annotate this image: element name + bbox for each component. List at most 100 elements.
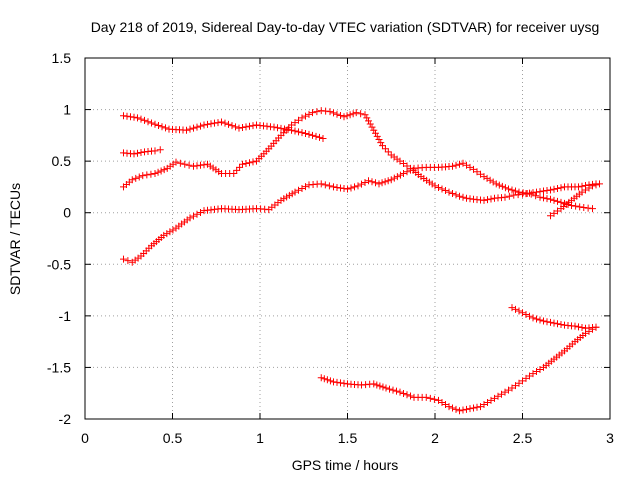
track-c-point (233, 166, 241, 174)
track-g-point (508, 304, 516, 312)
track-c-point (501, 193, 509, 201)
track-a-point (319, 134, 327, 142)
track-d-point (396, 171, 404, 179)
track-d-point (384, 177, 392, 185)
track-c-point (185, 161, 193, 169)
track-d-point (351, 183, 358, 191)
track-d-point (197, 208, 204, 216)
track-g-point (543, 318, 551, 326)
track-f-point (396, 388, 404, 396)
track-d-point (584, 204, 592, 212)
track-d-point (515, 188, 523, 196)
track-a-point (123, 112, 131, 120)
track-c-point (197, 161, 204, 169)
track-c-point (575, 183, 582, 191)
track-c-point (505, 192, 513, 200)
track-c-point (540, 187, 547, 195)
track-c-point (445, 188, 453, 196)
track-b-point (156, 146, 164, 154)
x-tick-label: 1 (256, 430, 264, 446)
track-a-point (183, 126, 190, 134)
track-c-point (466, 195, 474, 203)
track-c-point (190, 162, 197, 170)
track-a-point (239, 124, 246, 132)
track-c-point (317, 107, 325, 115)
track-a-point (197, 122, 204, 130)
track-d-point (169, 226, 177, 234)
track-a-point (305, 130, 313, 138)
track-c-point (176, 159, 184, 167)
track-f-point (379, 383, 387, 391)
track-f-point (449, 404, 456, 412)
track-a-point (302, 130, 309, 138)
track-c-point (151, 170, 159, 178)
track-g-point (592, 323, 600, 331)
track-f-point (456, 407, 463, 415)
track-a-point (144, 118, 152, 126)
track-f-point (463, 405, 470, 413)
track-d-point (160, 231, 168, 239)
track-d-point (512, 187, 519, 195)
track-d-point (554, 197, 561, 205)
track-a-point (235, 124, 243, 132)
y-tick-label: -1.5 (47, 359, 71, 375)
track-f-point (459, 406, 467, 414)
track-c-point (147, 170, 155, 178)
track-a-point (281, 125, 288, 133)
track-c-point (337, 112, 344, 120)
track-c-point (452, 191, 460, 199)
track-d-point (361, 178, 369, 186)
track-a-point (298, 129, 306, 137)
track-d-point (519, 189, 527, 197)
track-d-point (321, 181, 329, 189)
track-c-point (298, 114, 306, 122)
track-a-point (232, 123, 239, 131)
track-b-point (137, 149, 145, 157)
track-d-point (317, 180, 325, 188)
track-a-point (127, 113, 134, 121)
track-e-point (589, 182, 596, 190)
track-d-point (527, 190, 535, 198)
track-f-point (400, 389, 407, 397)
axis-ticks (84, 57, 611, 420)
track-c-point (154, 168, 162, 176)
track-a-point (158, 123, 166, 131)
track-a-point (295, 128, 302, 136)
track-g-point (519, 309, 526, 317)
track-c-point (326, 108, 334, 116)
track-d-point (557, 198, 565, 206)
track-c-point (135, 173, 143, 181)
track-a-point (151, 120, 159, 128)
track-c-point (578, 182, 586, 190)
track-c-point (366, 120, 374, 128)
track-f-point (370, 380, 378, 388)
track-a-point (270, 123, 278, 131)
track-f-point (389, 386, 397, 394)
track-a-point (155, 121, 162, 129)
track-g-point (578, 324, 586, 332)
track-c-point (346, 111, 354, 119)
track-d-point (489, 178, 497, 186)
track-a-point (186, 125, 194, 133)
track-d-point (295, 186, 302, 194)
track-a-point (211, 119, 218, 127)
y-tick-label: 0 (63, 205, 71, 221)
track-d-point (166, 228, 174, 236)
track-c-point (343, 112, 351, 120)
track-d-point (372, 179, 379, 187)
track-f-point (430, 395, 438, 403)
track-d-point (120, 255, 127, 263)
track-a-point (246, 122, 253, 130)
track-g-point (512, 305, 519, 313)
track-g-point (571, 322, 579, 330)
x-tick-label: 3 (606, 430, 614, 446)
y-tick-label: 1.5 (52, 50, 72, 66)
track-d-point (480, 173, 488, 181)
track-d-point (532, 192, 540, 200)
track-g-point (522, 310, 530, 318)
track-c-point (132, 174, 140, 182)
track-a-point (207, 120, 215, 128)
y-tick-label: 0.5 (52, 153, 72, 169)
track-d-point (393, 173, 401, 181)
track-a-point (193, 123, 201, 131)
